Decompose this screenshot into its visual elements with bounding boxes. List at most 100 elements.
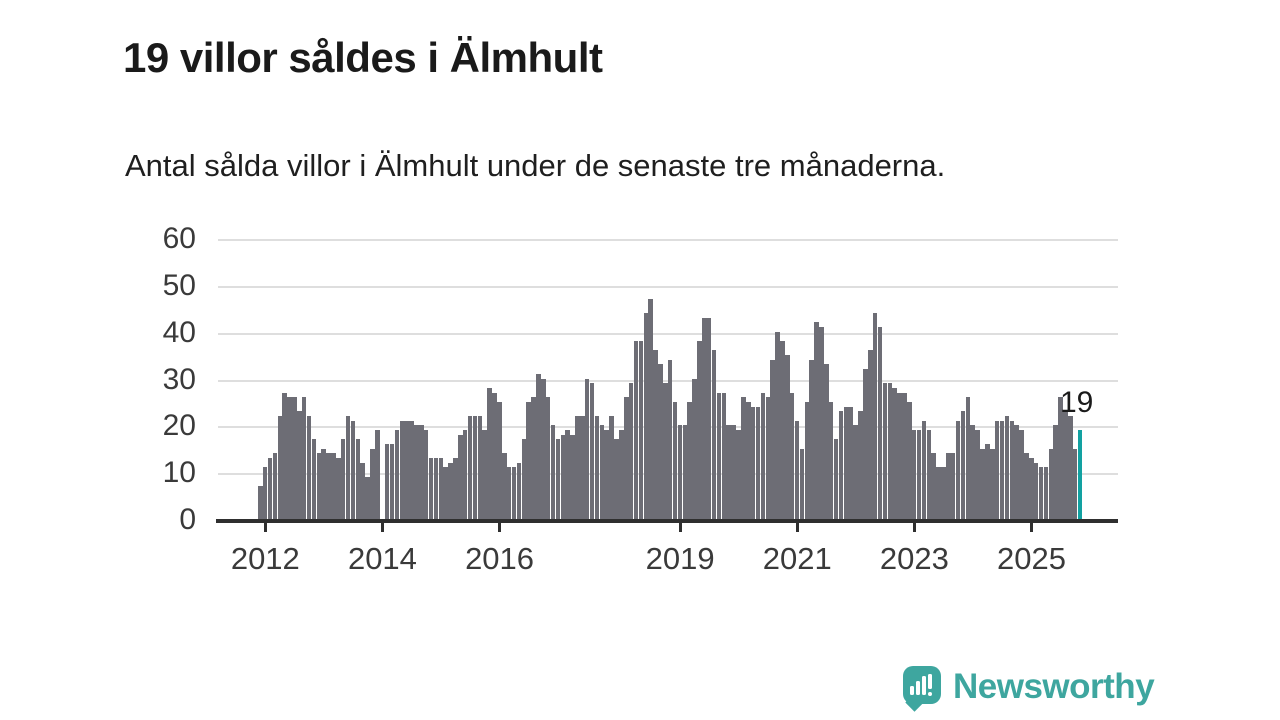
x-axis-tick	[380, 522, 384, 532]
bar	[555, 439, 561, 519]
logo-mini-bar-3	[922, 676, 926, 695]
bar	[897, 392, 902, 519]
bar	[536, 373, 541, 519]
bar	[1048, 448, 1054, 519]
bar	[350, 420, 356, 519]
bar	[633, 341, 639, 519]
bar	[292, 397, 297, 519]
bar	[965, 397, 971, 519]
bar	[589, 383, 595, 519]
bar	[677, 425, 683, 519]
bar	[653, 350, 658, 519]
bar	[399, 420, 405, 519]
bar	[931, 453, 936, 519]
bar	[833, 439, 839, 519]
bar	[858, 411, 863, 519]
bar	[1043, 467, 1049, 519]
bar	[780, 341, 785, 519]
bar	[370, 448, 375, 519]
bar	[404, 420, 409, 519]
x-axis-tick-label: 2023	[879, 541, 949, 576]
y-axis-tick-label: 60	[162, 222, 196, 255]
bar	[960, 411, 966, 519]
bar	[560, 434, 566, 519]
bar	[487, 387, 492, 519]
bar	[414, 425, 419, 519]
bar	[423, 430, 429, 519]
bar	[804, 401, 810, 519]
bar	[628, 383, 634, 519]
bar	[838, 411, 844, 519]
bar	[736, 430, 741, 519]
bar	[848, 406, 853, 519]
bar	[1068, 415, 1073, 519]
bar	[545, 397, 551, 519]
logo-bubble	[903, 666, 941, 704]
bar	[326, 453, 331, 519]
bar	[828, 401, 834, 519]
bar	[731, 425, 736, 519]
bar	[726, 425, 731, 519]
x-axis-line	[216, 519, 1118, 523]
y-axis-tick-label: 0	[179, 503, 196, 536]
y-axis-tick-label: 30	[162, 362, 196, 396]
bar	[794, 420, 800, 519]
bar	[980, 448, 985, 519]
bar	[638, 341, 644, 519]
bar	[521, 439, 527, 519]
bar	[565, 430, 570, 519]
bar	[506, 467, 512, 519]
x-axis-tick-label: 2019	[645, 541, 715, 576]
bar	[941, 467, 946, 519]
bar	[1009, 420, 1015, 519]
bar	[584, 378, 590, 519]
bar	[672, 401, 678, 519]
bar	[950, 453, 956, 519]
bar	[331, 453, 336, 519]
bar	[785, 355, 790, 519]
x-axis-tick	[912, 522, 916, 532]
bar	[697, 341, 702, 519]
bar	[755, 406, 761, 519]
bar	[604, 430, 609, 519]
bar	[492, 392, 497, 519]
bar	[706, 317, 712, 519]
bar	[360, 462, 365, 519]
x-axis-tick-label: 2021	[762, 541, 832, 576]
bar	[526, 401, 531, 519]
bar	[570, 434, 575, 519]
bar	[1072, 448, 1078, 519]
bar	[282, 392, 287, 519]
bar	[614, 439, 619, 519]
bar	[267, 458, 273, 519]
bar	[814, 322, 819, 519]
gridline	[218, 239, 1118, 241]
bar	[472, 415, 478, 519]
bar	[985, 444, 990, 519]
highlighted-bar-latest	[1077, 430, 1083, 519]
bar	[765, 397, 771, 519]
bar	[824, 364, 829, 519]
logo-mini-bar-1	[910, 686, 914, 695]
page-title: 19 villor såldes i Älmhult	[123, 34, 603, 82]
bar	[297, 411, 302, 519]
bar	[321, 448, 326, 519]
bar	[258, 486, 263, 519]
bar	[907, 401, 912, 519]
x-axis-tick	[498, 522, 502, 532]
bar	[516, 462, 522, 519]
logo-exclamation-dot	[928, 692, 932, 696]
bar	[775, 331, 780, 519]
y-axis-tick-label: 40	[162, 315, 196, 349]
bar	[716, 392, 722, 519]
bar	[877, 326, 883, 519]
bar	[448, 462, 453, 519]
x-axis-tick-label: 2025	[996, 541, 1066, 576]
bar	[687, 401, 692, 519]
bar	[970, 425, 975, 519]
bar	[619, 430, 624, 519]
bar	[926, 430, 932, 519]
bar	[746, 401, 751, 519]
y-axis-tick-label: 10	[162, 456, 196, 490]
x-axis-tick	[1029, 522, 1033, 532]
